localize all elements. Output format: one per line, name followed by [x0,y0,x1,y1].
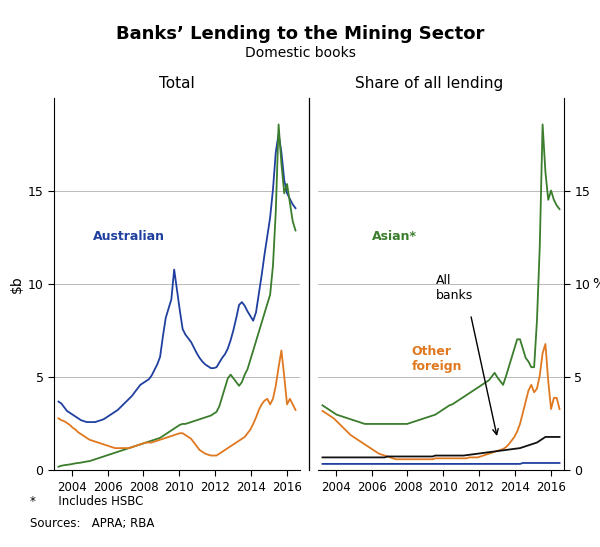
Text: Australian: Australian [94,230,166,243]
Text: Total: Total [159,76,195,91]
Text: Other
foreign: Other foreign [412,345,462,373]
Text: Share of all lending: Share of all lending [355,76,503,91]
Text: Sources:   APRA; RBA: Sources: APRA; RBA [30,517,154,530]
Text: Asian*: Asian* [372,230,417,243]
Text: Banks’ Lending to the Mining Sector: Banks’ Lending to the Mining Sector [116,25,484,43]
Y-axis label: %: % [592,277,600,292]
Text: *      Includes HSBC: * Includes HSBC [30,495,143,508]
Text: All
banks: All banks [436,274,473,302]
Text: Domestic books: Domestic books [245,46,355,61]
Y-axis label: $b: $b [10,276,23,293]
